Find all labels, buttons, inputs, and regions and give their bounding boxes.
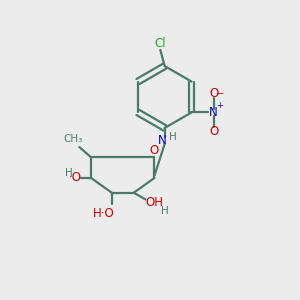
Text: OH: OH <box>146 196 164 209</box>
Text: H: H <box>65 168 73 178</box>
Text: CH₃: CH₃ <box>64 134 83 144</box>
Text: O: O <box>209 87 218 100</box>
Text: O: O <box>150 144 159 158</box>
Text: +: + <box>216 101 223 110</box>
Text: N: N <box>209 106 218 119</box>
Text: ·O: ·O <box>68 172 81 184</box>
Text: −: − <box>216 89 224 99</box>
Text: H: H <box>169 132 177 142</box>
Text: Cl: Cl <box>154 37 166 50</box>
Text: H: H <box>161 206 169 216</box>
Text: O: O <box>209 125 218 138</box>
Text: N: N <box>158 134 167 147</box>
Text: H·O: H·O <box>93 207 114 220</box>
